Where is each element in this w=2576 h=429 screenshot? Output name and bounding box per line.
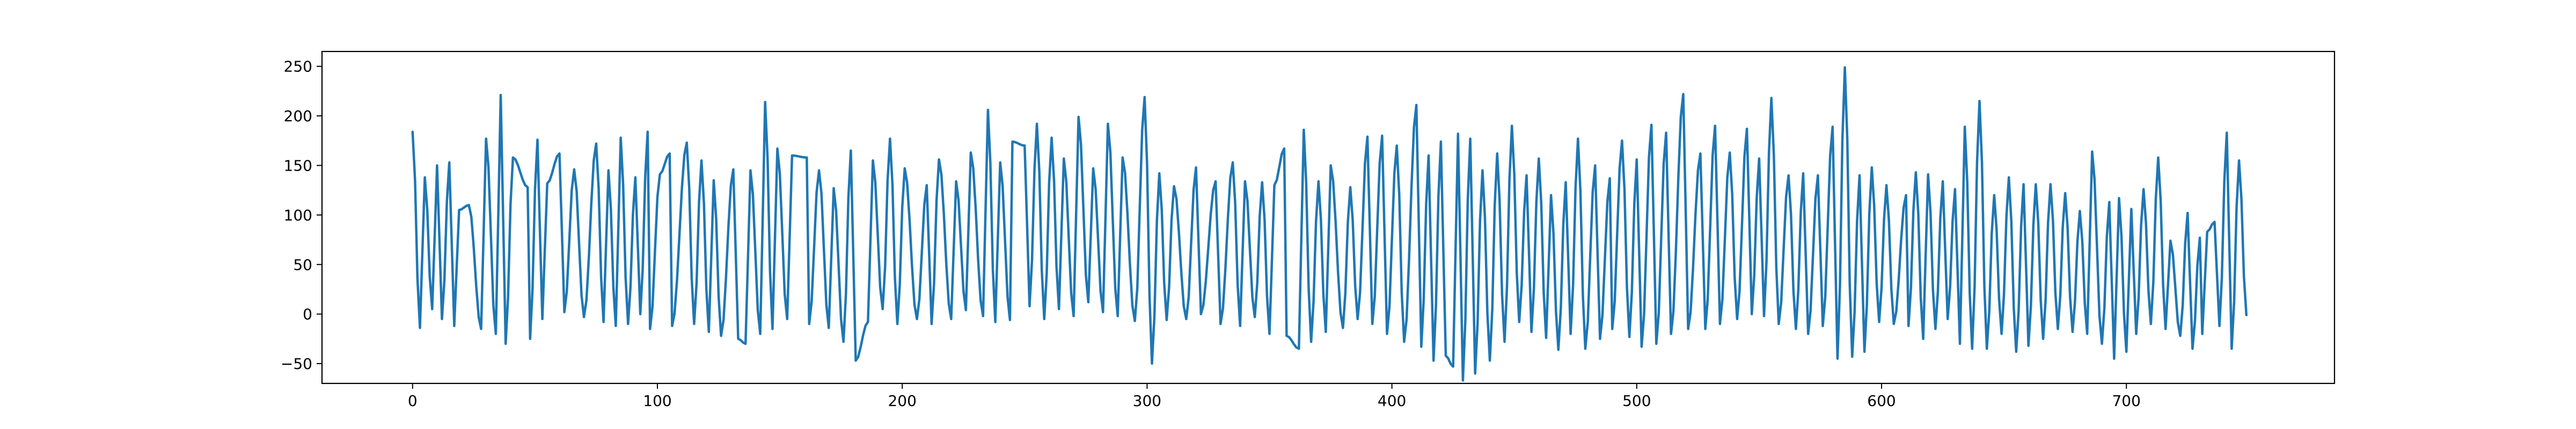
y-tick-label: 50 (293, 256, 312, 273)
y-tick-label: −50 (281, 355, 312, 373)
x-tick-label: 700 (2112, 392, 2140, 410)
y-tick-label: 100 (284, 206, 312, 224)
axes-frame (321, 50, 2336, 384)
x-tick-label: 200 (888, 392, 916, 410)
y-tick-label: 150 (284, 157, 312, 174)
x-tick-label: 0 (408, 392, 418, 410)
y-tick-label: 0 (303, 306, 312, 323)
x-tick-label: 100 (643, 392, 671, 410)
x-tick-label: 400 (1378, 392, 1406, 410)
y-tick-label: 200 (284, 107, 312, 125)
axes: 0 100 200 300 400 500 600 700 −50 0 50 100 150 200 250 (281, 50, 2336, 410)
series-line-1 (411, 66, 2248, 382)
y-tick-label: 250 (284, 58, 312, 76)
plot-area (411, 66, 2248, 382)
x-tick-label: 300 (1133, 392, 1161, 410)
x-tick-label: 600 (1867, 392, 1896, 410)
x-tick-label: 500 (1622, 392, 1651, 410)
